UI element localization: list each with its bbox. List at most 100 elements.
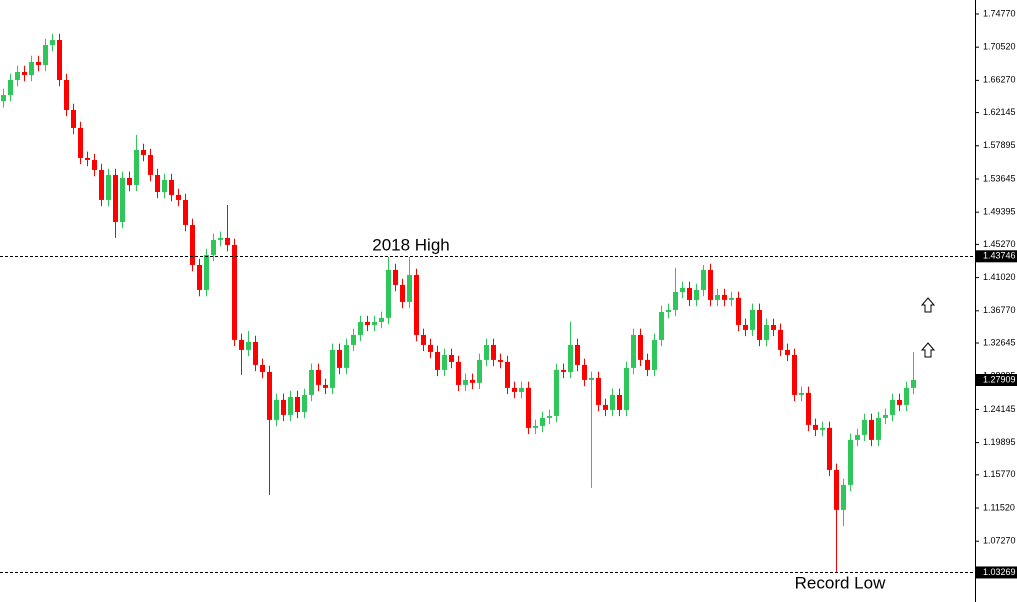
candle-body xyxy=(743,324,748,330)
candle-body xyxy=(561,369,566,372)
candle-body xyxy=(386,269,391,318)
current-price-box xyxy=(976,374,1017,387)
candle-body xyxy=(295,396,300,412)
current-price-label: 1.27909 xyxy=(983,374,1016,384)
candle-body xyxy=(155,174,160,192)
candle-body xyxy=(211,239,216,255)
candle-body xyxy=(799,392,804,395)
candle-body xyxy=(554,369,559,416)
candle-body xyxy=(512,387,517,392)
y-tick-label: 1.32645 xyxy=(983,337,1016,347)
candle-body xyxy=(400,284,405,302)
candle-body xyxy=(708,269,713,300)
candle-body xyxy=(78,127,83,158)
y-tick-label: 1.36770 xyxy=(983,305,1016,315)
candle-body xyxy=(568,344,573,372)
candle-body xyxy=(260,364,265,372)
candle-body xyxy=(687,287,692,300)
arrow-icon xyxy=(920,297,936,313)
candle-body xyxy=(267,371,272,420)
candle-body xyxy=(99,169,104,200)
candle-body xyxy=(533,425,538,428)
candle-body xyxy=(764,324,769,340)
candle-body xyxy=(50,39,55,45)
y-tick-label: 1.19895 xyxy=(983,437,1016,447)
candle-body xyxy=(855,434,860,440)
candle-body xyxy=(813,424,818,430)
annotation: 2018 High xyxy=(372,235,450,254)
plot xyxy=(1,33,916,572)
candle-body xyxy=(302,394,307,412)
candle-body xyxy=(183,199,188,225)
candle-body xyxy=(652,339,657,370)
candle-body xyxy=(722,294,727,300)
candle-body xyxy=(29,62,34,75)
candle-body xyxy=(631,334,636,368)
candle-body xyxy=(904,387,909,405)
candle-body xyxy=(43,44,48,65)
candle-body xyxy=(274,399,279,420)
candle-body xyxy=(603,404,608,410)
candle-body xyxy=(589,377,594,380)
y-tick-label: 1.62145 xyxy=(983,107,1016,117)
candle-body xyxy=(827,427,832,470)
candle-body xyxy=(197,264,202,290)
candle-body xyxy=(22,72,27,75)
candle-body xyxy=(694,289,699,300)
candle-body xyxy=(771,324,776,330)
candle-body xyxy=(834,469,839,510)
candle-body xyxy=(869,419,874,440)
y-tick-label: 1.49395 xyxy=(983,207,1016,217)
candle-body xyxy=(246,341,251,350)
arrow-icon xyxy=(920,342,936,358)
candle-body xyxy=(141,149,146,155)
y-tick-label: 1.66270 xyxy=(983,75,1016,85)
level-box xyxy=(976,566,1017,579)
candle-body xyxy=(106,174,111,200)
candle-body xyxy=(673,291,678,310)
candle-body xyxy=(92,159,97,170)
candle-body xyxy=(57,39,62,80)
y-tick-label: 1.57895 xyxy=(983,140,1016,150)
candle-body xyxy=(526,387,531,428)
candle-body xyxy=(407,274,412,302)
candle-body xyxy=(393,269,398,285)
candle-body xyxy=(148,154,153,175)
candle-body xyxy=(729,297,734,300)
candle-body xyxy=(638,334,643,360)
candle-body xyxy=(435,351,440,370)
candle-body xyxy=(701,269,706,290)
candle-body xyxy=(757,309,762,340)
y-tick-label: 1.53645 xyxy=(983,173,1016,183)
candle-body xyxy=(379,317,384,322)
candle-body xyxy=(715,294,720,300)
y-tick-label: 1.11520 xyxy=(983,502,1015,512)
candle-body xyxy=(316,369,321,385)
candle-body xyxy=(232,244,237,340)
candle-body xyxy=(281,399,286,415)
y-tick-label: 1.41020 xyxy=(983,272,1016,282)
candle-body xyxy=(365,321,370,325)
candle-body xyxy=(519,387,524,392)
candle-body xyxy=(36,62,41,65)
candle-body xyxy=(897,399,902,405)
candle-body xyxy=(820,427,825,430)
candle-body xyxy=(351,334,356,345)
candle-body xyxy=(505,361,510,388)
candle-body xyxy=(64,79,69,110)
candle-body xyxy=(337,349,342,368)
candle-body xyxy=(218,237,223,240)
candle-body xyxy=(176,194,181,200)
candle-body xyxy=(421,334,426,345)
candle-body xyxy=(71,109,76,128)
candle-body xyxy=(848,439,853,485)
candle-body xyxy=(428,344,433,352)
y-tick-label: 1.45270 xyxy=(983,239,1016,249)
candle-body xyxy=(645,359,650,370)
candle-body xyxy=(344,344,349,368)
y-tick-label: 1.15770 xyxy=(983,469,1016,479)
candle-body xyxy=(253,341,258,365)
candle-body xyxy=(750,309,755,330)
candle-body xyxy=(134,149,139,185)
